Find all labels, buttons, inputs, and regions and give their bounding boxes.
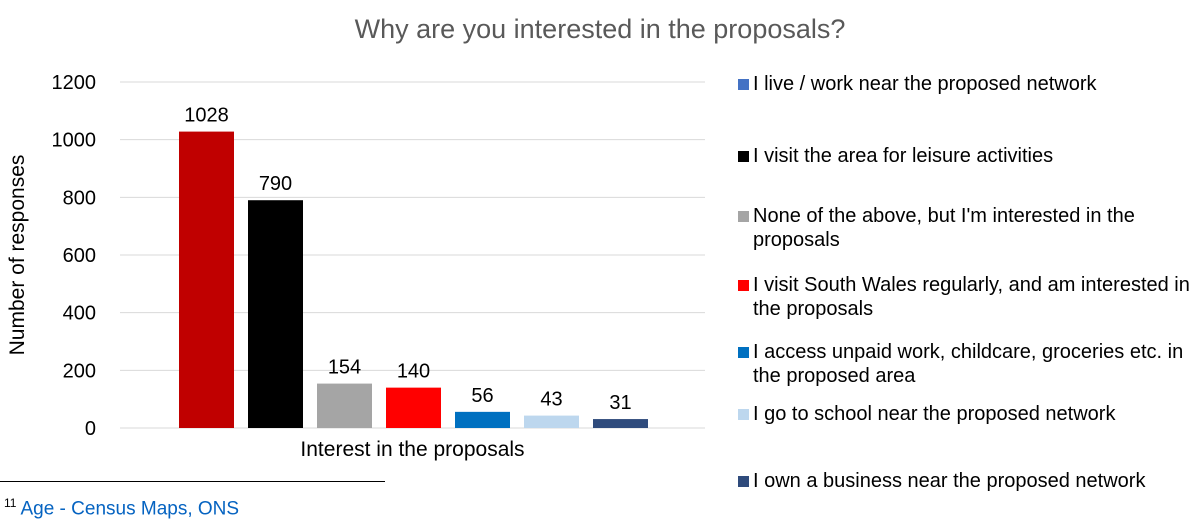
legend-swatch — [738, 280, 749, 291]
bar — [386, 387, 441, 428]
y-tick-label: 600 — [63, 245, 96, 267]
legend-swatch — [738, 476, 749, 487]
footnote-divider — [0, 481, 385, 482]
bar — [317, 383, 372, 428]
data-label: 154 — [328, 357, 361, 379]
legend-label: I live / work near the proposed network — [753, 73, 1097, 95]
legend-label: I access unpaid work, childcare, groceri… — [753, 341, 1184, 387]
legend-label: I own a business near the proposed netwo… — [753, 470, 1146, 492]
bar — [593, 419, 648, 428]
data-label: 790 — [259, 173, 292, 195]
bar — [179, 131, 234, 429]
footnote-number: 11 — [4, 496, 17, 510]
legend-item: I visit South Wales regularly, and am in… — [738, 273, 1193, 321]
legend-swatch — [738, 79, 749, 90]
legend-label: I visit the area for leisure activities — [753, 145, 1054, 167]
y-tick-label: 200 — [63, 360, 96, 382]
legend-swatch — [738, 211, 749, 222]
y-tick-label: 800 — [63, 187, 96, 209]
legend-item: I access unpaid work, childcare, groceri… — [738, 340, 1193, 388]
footnote-link[interactable]: Age - Census Maps, ONS — [20, 498, 240, 520]
chart-title: Why are you interested in the proposals? — [354, 14, 846, 44]
y-tick-label: 1000 — [52, 130, 97, 152]
data-label: 140 — [397, 361, 430, 383]
data-label: 56 — [471, 385, 493, 407]
y-tick-label: 1200 — [52, 72, 97, 94]
legend-item: I go to school near the proposed network — [738, 402, 1193, 426]
data-label: 1028 — [184, 105, 229, 127]
legend-label: I visit South Wales regularly, and am in… — [753, 274, 1190, 320]
y-tick-label: 0 — [85, 418, 96, 440]
legend-swatch — [738, 151, 749, 162]
bar — [524, 415, 579, 428]
legend-swatch — [738, 347, 749, 358]
bar — [455, 411, 510, 428]
x-axis-label: Interest in the proposals — [300, 438, 524, 461]
footnote: 11 Age - Census Maps, ONS — [4, 496, 239, 520]
bar — [248, 200, 303, 428]
legend-item: I visit the area for leisure activities — [738, 144, 1193, 168]
legend-swatch — [738, 409, 749, 420]
data-label: 31 — [609, 392, 631, 414]
y-axis-label: Number of responses — [6, 155, 29, 356]
legend-item: I live / work near the proposed network — [738, 72, 1193, 96]
legend-label: I go to school near the proposed network — [753, 403, 1116, 425]
data-label: 43 — [540, 389, 562, 411]
legend-item: None of the above, but I'm interested in… — [738, 204, 1193, 252]
legend-item: I own a business near the proposed netwo… — [738, 469, 1193, 493]
y-tick-label: 400 — [63, 303, 96, 325]
legend-label: None of the above, but I'm interested in… — [753, 205, 1135, 251]
